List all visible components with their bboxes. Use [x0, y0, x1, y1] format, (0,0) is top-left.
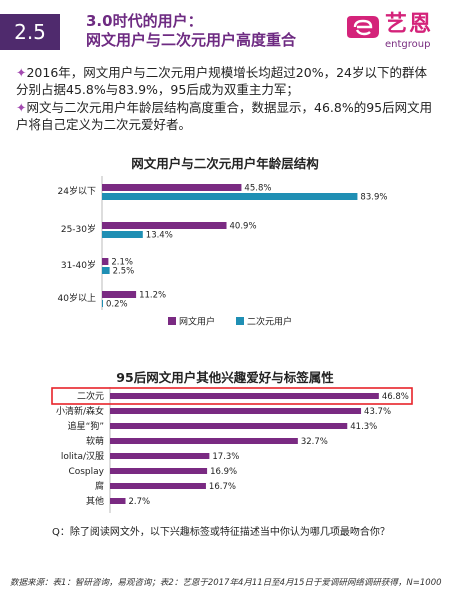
chart1-bar	[102, 222, 227, 229]
star-icon: ✦	[16, 65, 27, 80]
chart1-title: 网文用户与二次元用户年龄层结构	[131, 156, 319, 171]
age-structure-chart: 24岁以下 45.8% 83.9% 25-30岁 40.9% 13.4% 31-40岁 2.1…	[58, 176, 387, 328]
chart1-data-label: 11.2%	[139, 291, 166, 301]
chart1-data-label: 45.8%	[244, 184, 271, 194]
chart2-category-label: 追星“狗”	[68, 420, 104, 432]
chart2-bar	[110, 393, 379, 399]
chart2-bar	[110, 468, 208, 474]
chart2-title: 95后网文用户其他兴趣爱好与标签属性	[116, 370, 334, 385]
survey-question: Q：除了阅读网文外，以下兴趣标签或特征描述当中你认为哪几项最吻合你？	[52, 527, 390, 538]
chart1-category-label: 25-30岁	[61, 223, 96, 235]
chart2-data-label: 17.3%	[212, 452, 239, 462]
page-title-line1: 3.0时代的用户：	[86, 12, 203, 30]
chart2-category-label: 软萌	[86, 435, 104, 447]
chart1-category-label: 24岁以下	[58, 185, 96, 197]
chart1-legend-label: 二次元用户	[247, 316, 292, 328]
entgroup-logo-icon	[347, 16, 379, 38]
chart2-data-label: 16.7%	[209, 482, 236, 492]
chart1-bar	[102, 258, 109, 265]
chart1-legend-swatch	[168, 317, 176, 325]
chart2-data-label: 46.8%	[382, 392, 409, 402]
interest-tags-chart: 二次元 46.8% 小清新/森女 43.7% 追星“狗” 41.3% 软萌 32.7% loli…	[51, 387, 413, 513]
chart2-bar	[110, 483, 206, 489]
chart1-bar	[102, 231, 143, 238]
chart2-data-label: 16.9%	[210, 467, 237, 477]
chart2-highlight-box	[51, 387, 413, 405]
chart2-data-label: 2.7%	[129, 497, 151, 507]
page-title: 3.0时代的用户： 网文用户与二次元用户高度重合	[86, 12, 296, 50]
chart2-category-label: 二次元	[77, 390, 104, 402]
chart1-data-label: 2.5%	[113, 267, 135, 277]
chart2-bar	[110, 408, 362, 414]
chart2-bar	[110, 498, 126, 504]
chart1-bar	[102, 267, 110, 274]
entgroup-logo: 艺恩 entgroup	[345, 12, 445, 52]
chart2-data-label: 32.7%	[301, 437, 328, 447]
chart1-data-label: 40.9%	[230, 222, 257, 232]
chart2-data-label: 43.7%	[364, 407, 391, 417]
chart1-data-label: 2.1%	[111, 258, 133, 268]
chart2-data-label: 41.3%	[350, 422, 377, 432]
star-icon: ✦	[16, 100, 27, 115]
chart2-category-label: 腐	[95, 480, 104, 492]
chart1-category-label: 40岁以上	[58, 292, 96, 304]
chart1-category-label: 31-40岁	[61, 259, 96, 271]
chart2-bar	[110, 423, 348, 429]
intro-paragraph-1: ✦2016年，网文用户与二次元用户规模增长均超过20%，24岁以下的群体分别占据…	[16, 65, 427, 97]
chart1-data-label: 0.2%	[106, 300, 128, 310]
chart1-bar	[102, 193, 358, 200]
chart2-category-label: 小清新/森女	[56, 405, 104, 417]
chart2-bar	[110, 453, 210, 459]
chart2-category-label: 其他	[86, 495, 104, 507]
page-title-line2: 网文用户与二次元用户高度重合	[86, 31, 297, 49]
chart2-category-label: lolita/汉服	[61, 451, 104, 462]
chart1-data-label: 83.9%	[360, 193, 387, 203]
chart1-bar	[102, 184, 242, 191]
intro-paragraph-2: ✦网文与二次元用户年龄层结构高度重合，数据显示，46.8%的95后网文用户将自己…	[16, 100, 433, 132]
chart2-category-label: Cosplay	[68, 467, 104, 477]
chart1-data-label: 13.4%	[146, 231, 173, 241]
data-source-footnote: 数据来源：表1：智研咨询，易观咨询；表2：艺恩于2017年4月11日至4月15日…	[10, 578, 442, 588]
logo-name-zh: 艺恩	[385, 12, 434, 37]
chart2-bar	[110, 438, 298, 444]
chart1-legend-label: 网文用户	[179, 316, 215, 328]
intro-text: ✦2016年，网文用户与二次元用户规模增长均超过20%，24岁以下的群体分别占据…	[16, 64, 438, 134]
chart1-legend-swatch	[236, 317, 244, 325]
logo-name-en: entgroup	[385, 39, 431, 50]
chart1-bar	[102, 300, 103, 307]
chart1-bar	[102, 291, 137, 298]
section-number-badge: 2.5	[0, 14, 60, 50]
